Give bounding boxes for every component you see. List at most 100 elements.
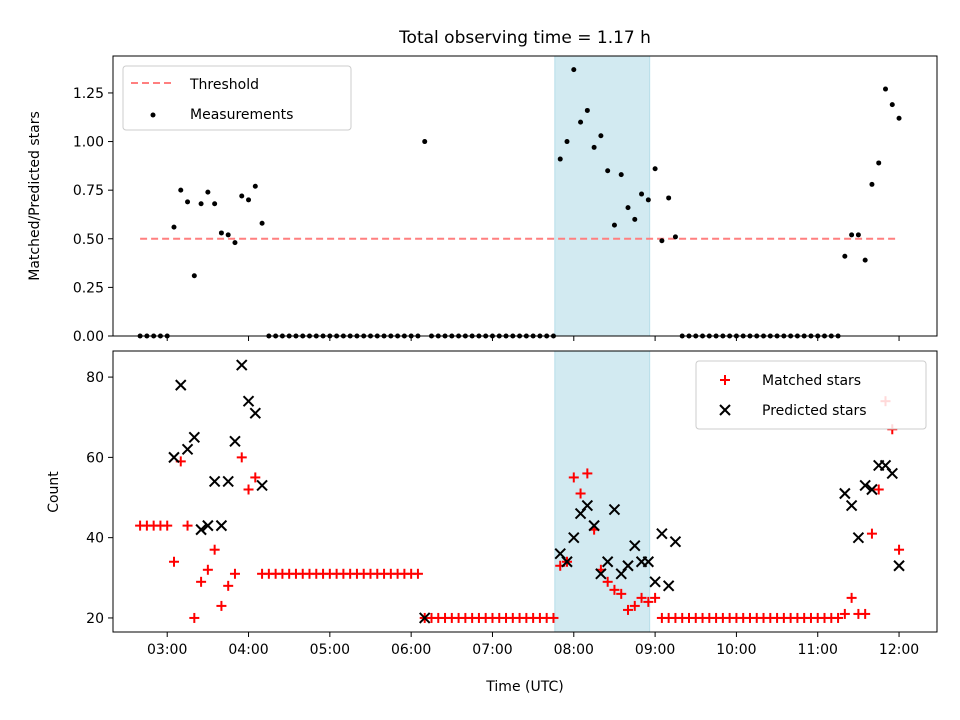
predicted-star-point (229, 435, 241, 448)
measurement-point (849, 232, 855, 238)
bottom-y-axis-label: Count (46, 471, 62, 513)
predicted-star-point (629, 539, 641, 552)
matched-star-point (209, 544, 220, 555)
measurement-point (252, 183, 258, 189)
measurement-point (259, 220, 265, 226)
measurement-point (178, 187, 184, 193)
measurement-point (557, 156, 563, 162)
x-tick-label: 03:00 (147, 642, 187, 658)
matched-star-point (202, 564, 213, 575)
y-tick-label: 0.00 (73, 329, 104, 345)
measurement-point (652, 166, 658, 172)
matched-star-point (168, 556, 179, 567)
matched-star-point (575, 488, 586, 499)
measurement-point (896, 115, 902, 121)
measurement-point (171, 224, 177, 230)
matched-star-point (412, 568, 423, 579)
y-tick-label: 0.25 (73, 280, 104, 296)
x-tick-label: 12:00 (879, 642, 919, 658)
predicted-star-point (195, 523, 207, 536)
measurement-point (564, 139, 570, 145)
matched-star-point (582, 468, 593, 479)
measurement-point (578, 119, 584, 125)
predicted-star-point (256, 479, 268, 492)
measurement-point (625, 205, 631, 211)
legend-measurements-swatch (150, 112, 156, 118)
predicted-star-point (852, 531, 865, 544)
predicted-star-point (168, 451, 180, 464)
measurement-point (855, 232, 861, 238)
measurement-point (239, 193, 245, 199)
y-tick-label: 0.50 (73, 232, 104, 248)
legend-matched-swatch (720, 375, 730, 385)
measurement-point (611, 222, 617, 228)
predicted-star-point (202, 519, 214, 532)
x-tick-label: 11:00 (798, 642, 838, 658)
matched-star-point (846, 592, 857, 603)
matched-star-point (162, 520, 173, 531)
measurement-point (842, 253, 848, 259)
predicted-star-point (649, 576, 661, 588)
top-y-axis-label: Matched/Predicted stars (27, 111, 43, 281)
matched-star-point (609, 584, 620, 595)
x-tick-label: 09:00 (635, 642, 675, 658)
matched-star-point (568, 472, 579, 483)
matched-star-point (623, 604, 633, 615)
legend-predicted-swatch (719, 404, 731, 416)
y-tick-label: 40 (86, 531, 104, 547)
matched-star-point (629, 600, 640, 611)
observing-window-span (554, 55, 651, 337)
matched-star-point (839, 608, 850, 619)
y-tick-label: 60 (86, 450, 104, 466)
measurement-point (605, 168, 611, 174)
measurement-point (645, 197, 651, 203)
measurement-point (672, 234, 678, 240)
predicted-star-point (839, 487, 851, 500)
matched-star-point (833, 612, 844, 623)
matched-star-point (636, 592, 647, 603)
predicted-star-point (622, 560, 634, 572)
measurement-point (232, 240, 238, 246)
predicted-star-point (601, 556, 614, 568)
predicted-star-point (859, 479, 871, 492)
predicted-star-point (893, 560, 905, 572)
y-tick-label: 1.00 (73, 135, 104, 151)
predicted-star-point (656, 527, 668, 540)
matched-star-point (860, 608, 871, 619)
bottom-legend: Matched stars Predicted stars (695, 360, 927, 430)
measurement-point (639, 191, 645, 197)
predicted-star-point (419, 612, 431, 624)
measurement-point (212, 201, 218, 207)
y-tick-label: 80 (86, 370, 104, 386)
bottom-panel: 20 40 60 80 03:00 04:00 05:00 06:00 07:00 08:00 09… (86, 350, 938, 658)
x-tick-label: 10:00 (716, 642, 756, 658)
measurement-point (422, 139, 428, 145)
predicted-star-point (595, 568, 607, 580)
predicted-star-point (242, 395, 255, 407)
measurement-point (618, 172, 624, 178)
matched-star-point (602, 576, 613, 587)
measurement-point (869, 181, 875, 187)
x-tick-label: 07:00 (472, 642, 512, 658)
matched-star-point (223, 580, 234, 591)
matched-star-point (643, 596, 654, 607)
matched-star-point (894, 544, 905, 555)
measurement-point (876, 160, 882, 166)
matched-star-point (243, 484, 254, 495)
measurement-point (246, 197, 252, 203)
matched-star-point (189, 612, 200, 623)
measurement-point (659, 238, 665, 244)
measurement-point (584, 107, 590, 113)
predicted-star-point (215, 519, 228, 532)
predicted-star-point (669, 535, 682, 548)
predicted-star-point (608, 503, 621, 516)
matched-star-point (236, 452, 247, 463)
measurement-point (632, 216, 638, 222)
predicted-star-point (249, 407, 262, 419)
matched-star-point (548, 612, 559, 623)
measurement-point (666, 195, 672, 201)
predicted-star-point (662, 580, 675, 592)
matched-star-point (616, 588, 627, 599)
measurement-point (591, 144, 597, 150)
